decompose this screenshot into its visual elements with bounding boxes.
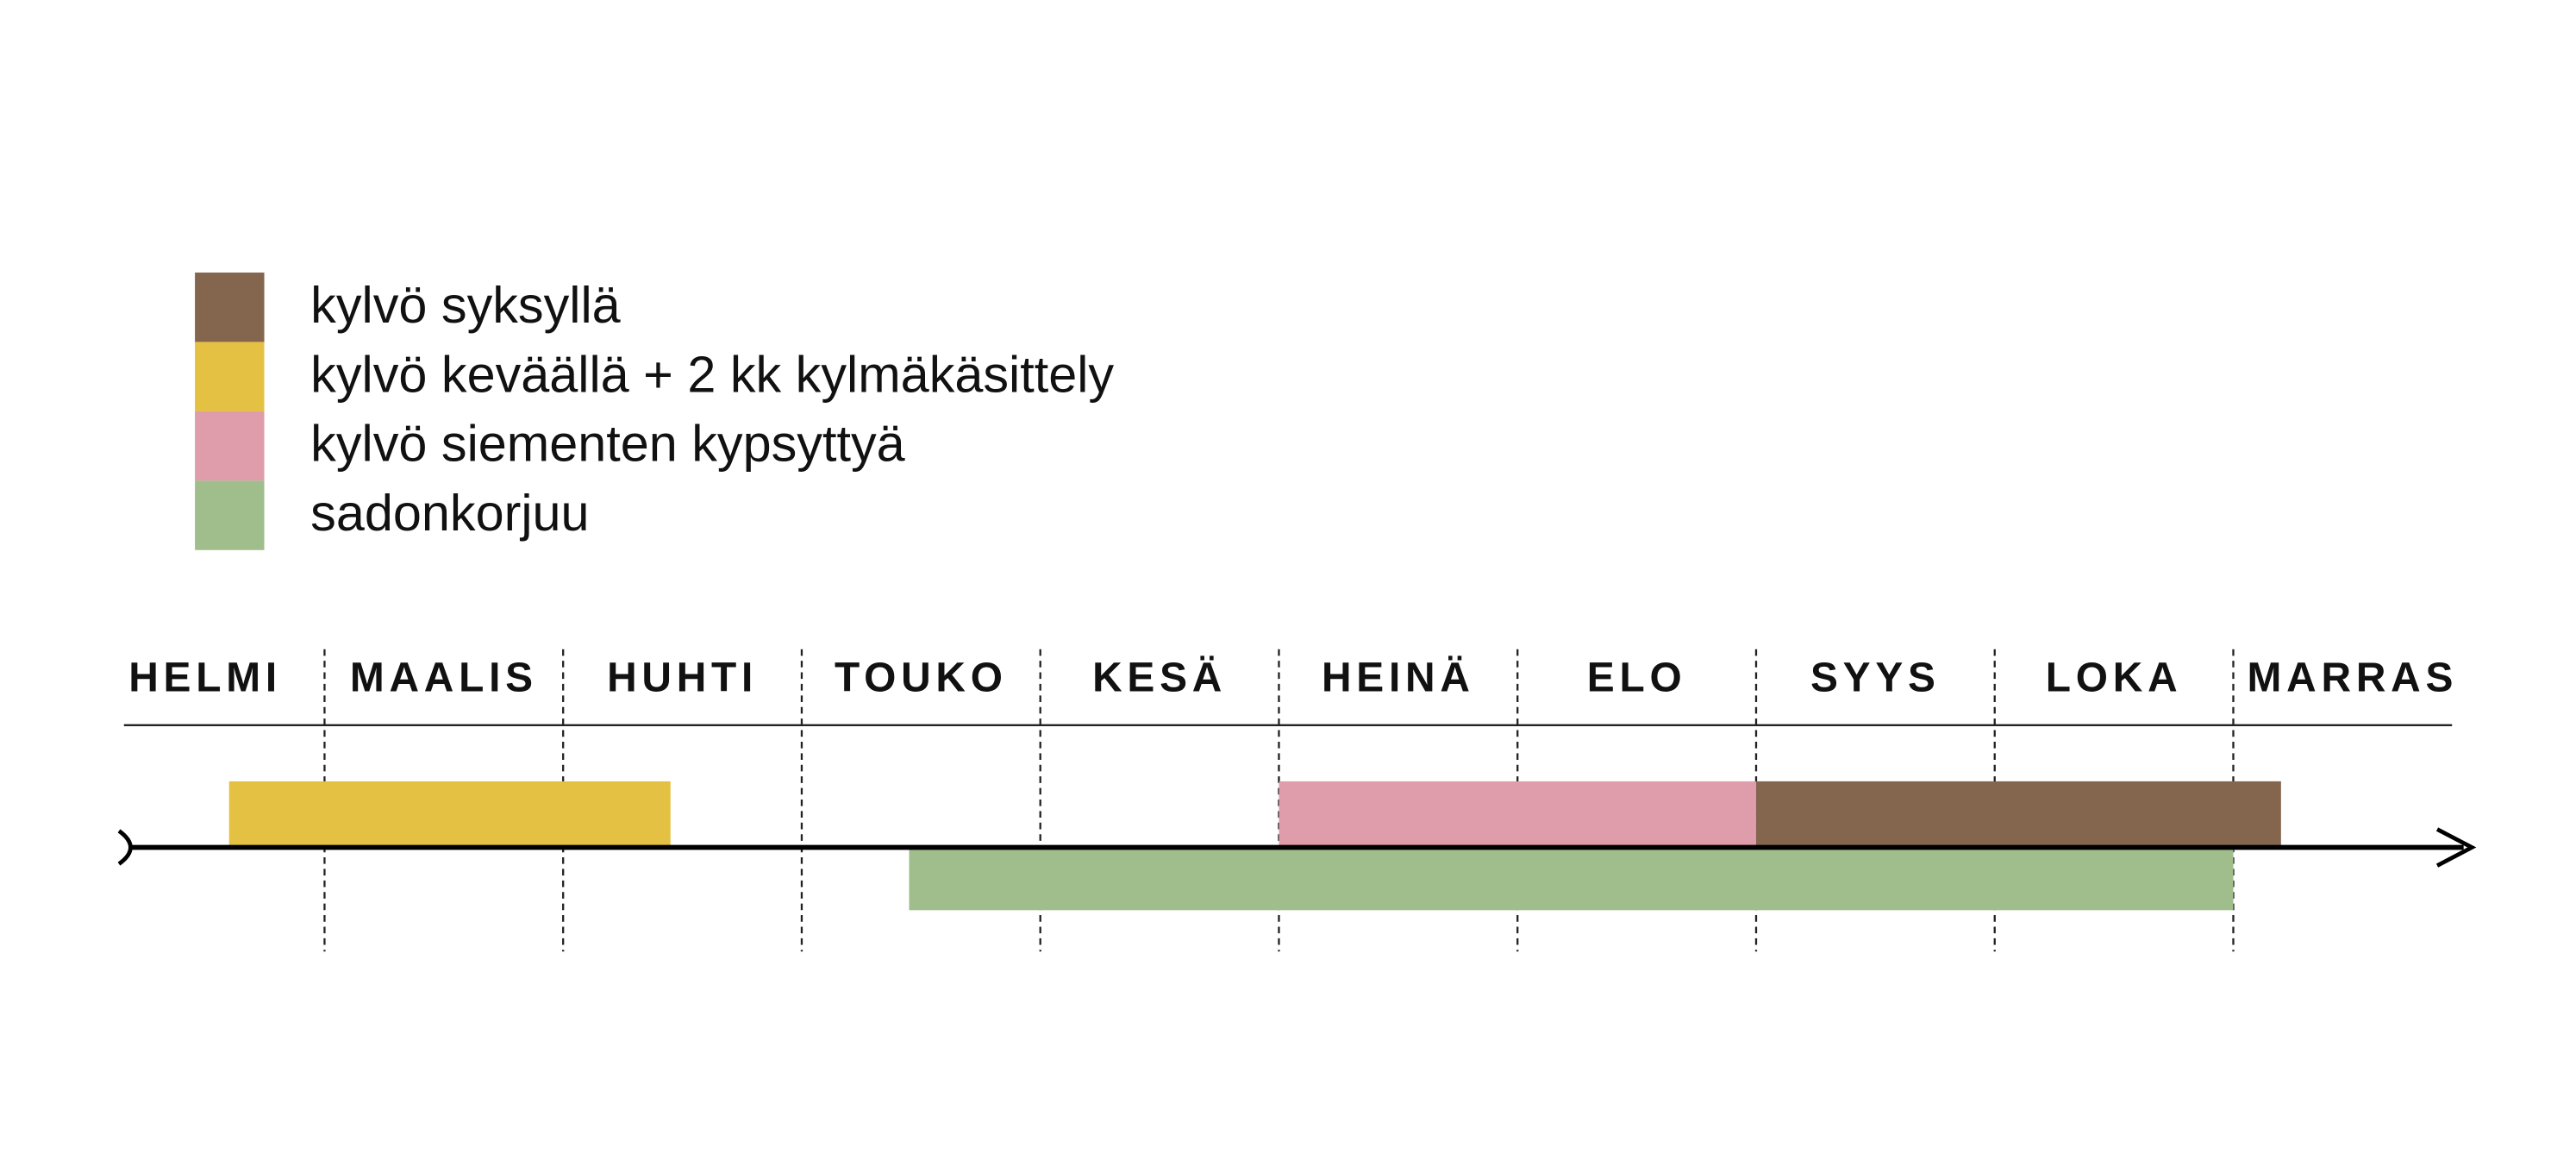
month-label: ELO [1587,655,1687,701]
period-bar [909,847,2234,911]
legend-label: kylvö keväällä + 2 kk kylmäkäsittely [310,345,1114,403]
month-label: LOKA [2046,655,2183,701]
period-bar [1755,781,2281,848]
legend-swatch [195,480,265,550]
axis-arrow [2435,827,2477,868]
legend-swatch [195,273,265,342]
legend-swatch [195,342,265,411]
legend-label: kylvö siementen kypsyttyä [310,415,905,473]
month-label: MAALIS [350,655,538,701]
month-label: MARRAS [2248,655,2459,701]
legend-label: sadonkorjuu [310,484,589,542]
month-label: SYYS [1810,655,1941,701]
month-label: HELMI [128,655,282,701]
month-label: HUHTI [607,655,758,701]
period-bar [1279,781,1756,848]
period-bar [228,781,671,848]
month-label: TOUKO [835,655,1008,701]
axis-start-symbol [117,829,133,866]
month-label: HEINÄ [1322,655,1475,701]
legend-swatch [195,411,265,481]
legend-label: kylvö syksyllä [310,276,622,334]
month-label: KESÄ [1092,655,1227,701]
